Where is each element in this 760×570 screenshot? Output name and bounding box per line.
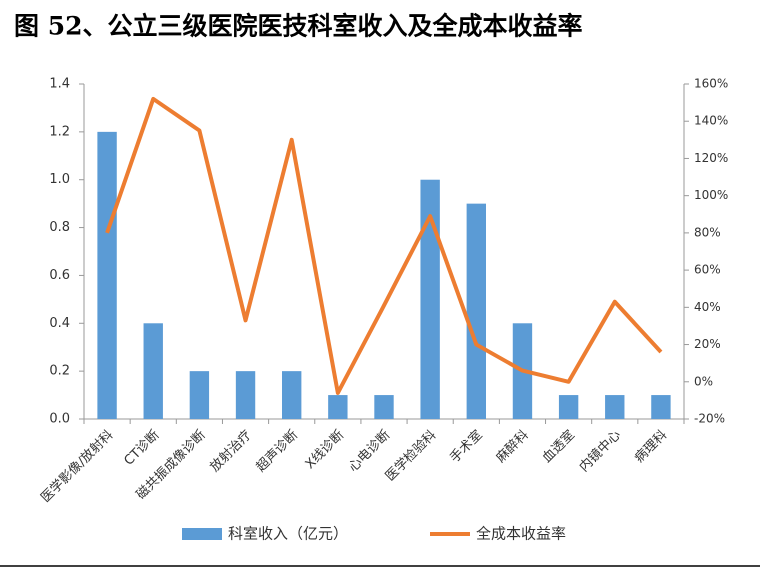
y-tick-label: 0.6	[49, 268, 70, 283]
y2-tick-label: 100%	[694, 188, 728, 202]
y2-tick-label: 120%	[694, 151, 728, 165]
bar	[558, 395, 579, 419]
y2-tick-label: 160%	[694, 77, 728, 91]
y-tick-label: 0.8	[49, 220, 70, 235]
bar	[97, 131, 117, 419]
x-tick-label: 手术室	[447, 427, 486, 466]
x-tick-label: X线诊断	[303, 428, 347, 472]
legend-swatch	[182, 528, 222, 540]
bar	[235, 371, 256, 419]
legend-label: 科室收入（亿元）	[228, 525, 348, 543]
x-tick-label: CT诊断	[121, 428, 162, 469]
x-tick-label: 血透室	[539, 427, 578, 466]
x-tick-label: 超声诊断	[254, 428, 301, 475]
y-tick-label: 0.0	[49, 412, 70, 427]
bar	[466, 203, 486, 419]
y-tick-label: 1.4	[49, 77, 70, 92]
bar	[328, 395, 348, 419]
y2-tick-label: 20%	[694, 337, 721, 351]
bar	[282, 371, 302, 419]
y2-tick-label: 0%	[694, 374, 713, 388]
x-tick-label: 病理科	[632, 428, 670, 466]
y2-tick-label: 40%	[694, 300, 721, 314]
y-tick-label: 0.4	[49, 316, 70, 331]
y-tick-label: 0.2	[49, 364, 70, 379]
bar	[143, 323, 163, 419]
x-tick-label: 放射治疗	[207, 427, 255, 475]
x-tick-label: 心电诊断	[346, 428, 393, 475]
x-tick-label: 医学检验科	[382, 427, 439, 484]
y2-tick-label: -20%	[694, 412, 725, 426]
x-tick-label: 麻醉科	[493, 427, 532, 466]
y-tick-label: 1.0	[49, 172, 70, 187]
bar	[605, 395, 625, 419]
bar	[189, 371, 210, 419]
y-tick-label: 1.2	[49, 124, 70, 139]
bar	[420, 179, 440, 419]
bar	[651, 395, 671, 419]
y2-tick-label: 60%	[694, 263, 721, 277]
y2-tick-label: 140%	[694, 114, 728, 128]
y2-tick-label: 80%	[694, 225, 721, 239]
chart-title: 图 52、公立三级医院医技科室收入及全成本收益率	[14, 12, 583, 41]
x-tick-label: 医学影像/放射科	[38, 427, 117, 506]
legend-label: 全成本收益率	[476, 525, 566, 543]
line	[105, 96, 663, 395]
bar	[374, 395, 394, 419]
x-tick-label: 内镜中心	[576, 427, 624, 475]
